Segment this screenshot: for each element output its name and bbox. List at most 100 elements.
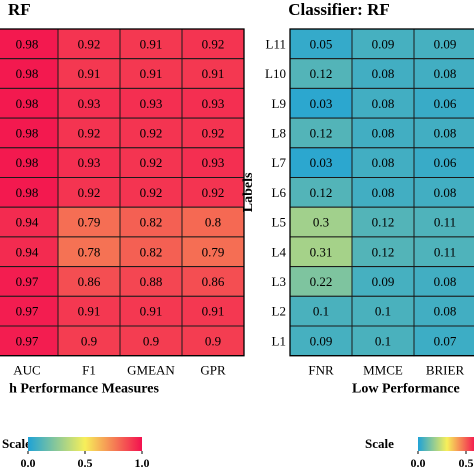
cell-value-label: 0.98 <box>16 125 39 140</box>
heatmap-cell <box>0 236 59 268</box>
x-tick-label: MMCE <box>363 363 403 378</box>
heatmap-cell <box>351 117 415 149</box>
y-tick-label: L5 <box>272 215 286 230</box>
heatmap-cell <box>57 117 121 149</box>
cell-value-label: 0.93 <box>202 155 225 170</box>
heatmap-cell <box>289 206 353 238</box>
legend-title: Scale <box>365 436 394 451</box>
cell-value-label: 0.98 <box>16 185 39 200</box>
heatmap-cell <box>351 87 415 119</box>
heatmap-cell <box>119 147 183 179</box>
heatmap-cell <box>181 58 245 89</box>
chart-title: RF <box>8 0 31 19</box>
heatmap-cell <box>181 266 245 297</box>
heatmap-cell <box>57 177 121 208</box>
heatmap-cell <box>289 58 353 89</box>
cell-value-label: 0.92 <box>140 125 163 140</box>
heatmap-cell <box>413 87 474 119</box>
cell-value-label: 0.08 <box>434 185 457 200</box>
cell-value-label: 0.1 <box>313 304 329 319</box>
heatmap-cell <box>181 87 245 119</box>
x-tick-label: AUC <box>13 363 40 378</box>
heatmap-cell <box>289 236 353 268</box>
heatmap-cell <box>413 177 474 208</box>
cell-value-label: 0.08 <box>434 274 457 289</box>
heatmap-cell <box>413 295 474 327</box>
legend-tick-label: 0.0 <box>411 456 426 470</box>
cell-value-label: 0.91 <box>78 66 101 81</box>
heatmap-cell <box>0 206 59 238</box>
heatmap-cell <box>119 117 183 149</box>
y-tick-label: L9 <box>272 96 286 111</box>
heatmap-cell <box>119 206 183 238</box>
legend-tick-label: 0.0 <box>21 456 36 470</box>
cell-value-label: 0.97 <box>16 274 39 289</box>
heatmap-cell <box>181 236 245 268</box>
cell-value-label: 0.07 <box>434 333 457 348</box>
heatmap-cell <box>119 177 183 208</box>
cell-value-label: 0.91 <box>140 36 163 51</box>
cell-value-label: 0.94 <box>16 244 39 259</box>
cell-value-label: 0.09 <box>434 36 457 51</box>
heatmap-cell <box>413 117 474 149</box>
cell-value-label: 0.97 <box>16 304 39 319</box>
cell-value-label: 0.82 <box>140 215 163 230</box>
x-axis-label: Low Performance <box>352 382 460 397</box>
cell-value-label: 0.92 <box>140 185 163 200</box>
heatmap-cell <box>413 206 474 238</box>
heatmap-cell <box>181 117 245 149</box>
cell-value-label: 0.79 <box>202 244 225 259</box>
cell-value-label: 0.92 <box>78 36 101 51</box>
heatmap-cell <box>351 147 415 179</box>
cell-value-label: 0.03 <box>310 155 333 170</box>
cell-value-label: 0.05 <box>310 36 333 51</box>
heatmap-cell <box>351 177 415 208</box>
heatmap-cell <box>119 325 183 357</box>
x-tick-label: F1 <box>82 363 96 378</box>
y-tick-label: L8 <box>272 125 286 140</box>
legend-color-bar <box>28 437 142 451</box>
heatmap-cell <box>57 236 121 268</box>
heatmap-cell <box>0 295 59 327</box>
y-tick-label: L11 <box>266 36 286 51</box>
x-tick-label: BRIER <box>426 363 465 378</box>
cell-value-label: 0.03 <box>310 96 333 111</box>
heatmap-cell <box>0 117 59 149</box>
heatmap-cell <box>57 147 121 179</box>
heatmap-cell <box>289 266 353 297</box>
cell-value-label: 0.11 <box>434 215 456 230</box>
cell-value-label: 0.92 <box>140 155 163 170</box>
cell-value-label: 0.92 <box>202 36 225 51</box>
x-axis-label: h Performance Measures <box>9 382 159 397</box>
cell-value-label: 0.1 <box>375 333 391 348</box>
heatmap-cell <box>57 295 121 327</box>
x-tick-label: GMEAN <box>127 363 175 378</box>
chart-title: Classifier: RF <box>288 0 390 19</box>
cell-value-label: 0.86 <box>202 274 225 289</box>
heatmap-cell <box>351 206 415 238</box>
cell-value-label: 0.93 <box>140 96 163 111</box>
cell-value-label: 0.09 <box>310 333 333 348</box>
heatmap-frame <box>0 28 245 357</box>
cell-value-label: 0.1 <box>375 304 391 319</box>
cell-value-label: 0.08 <box>372 185 395 200</box>
y-tick-label: L6 <box>272 185 287 200</box>
cell-value-label: 0.91 <box>202 304 225 319</box>
cell-value-label: 0.08 <box>372 125 395 140</box>
heatmap-cell <box>289 325 353 357</box>
cell-value-label: 0.12 <box>310 125 333 140</box>
y-tick-label: L1 <box>272 333 286 348</box>
legend-tick-label: 0.5 <box>459 456 474 470</box>
cell-value-label: 0.91 <box>140 304 163 319</box>
cell-value-label: 0.08 <box>372 96 395 111</box>
y-axis-label: Labels <box>241 172 256 212</box>
cell-value-label: 0.08 <box>372 155 395 170</box>
cell-value-label: 0.88 <box>140 274 163 289</box>
legend-title: Scale <box>2 436 31 451</box>
cell-value-label: 0.79 <box>78 215 101 230</box>
cell-value-label: 0.08 <box>372 66 395 81</box>
heatmap-cell <box>57 87 121 119</box>
cell-value-label: 0.08 <box>434 304 457 319</box>
cell-value-label: 0.11 <box>434 244 456 259</box>
heatmap-cell <box>181 325 245 357</box>
